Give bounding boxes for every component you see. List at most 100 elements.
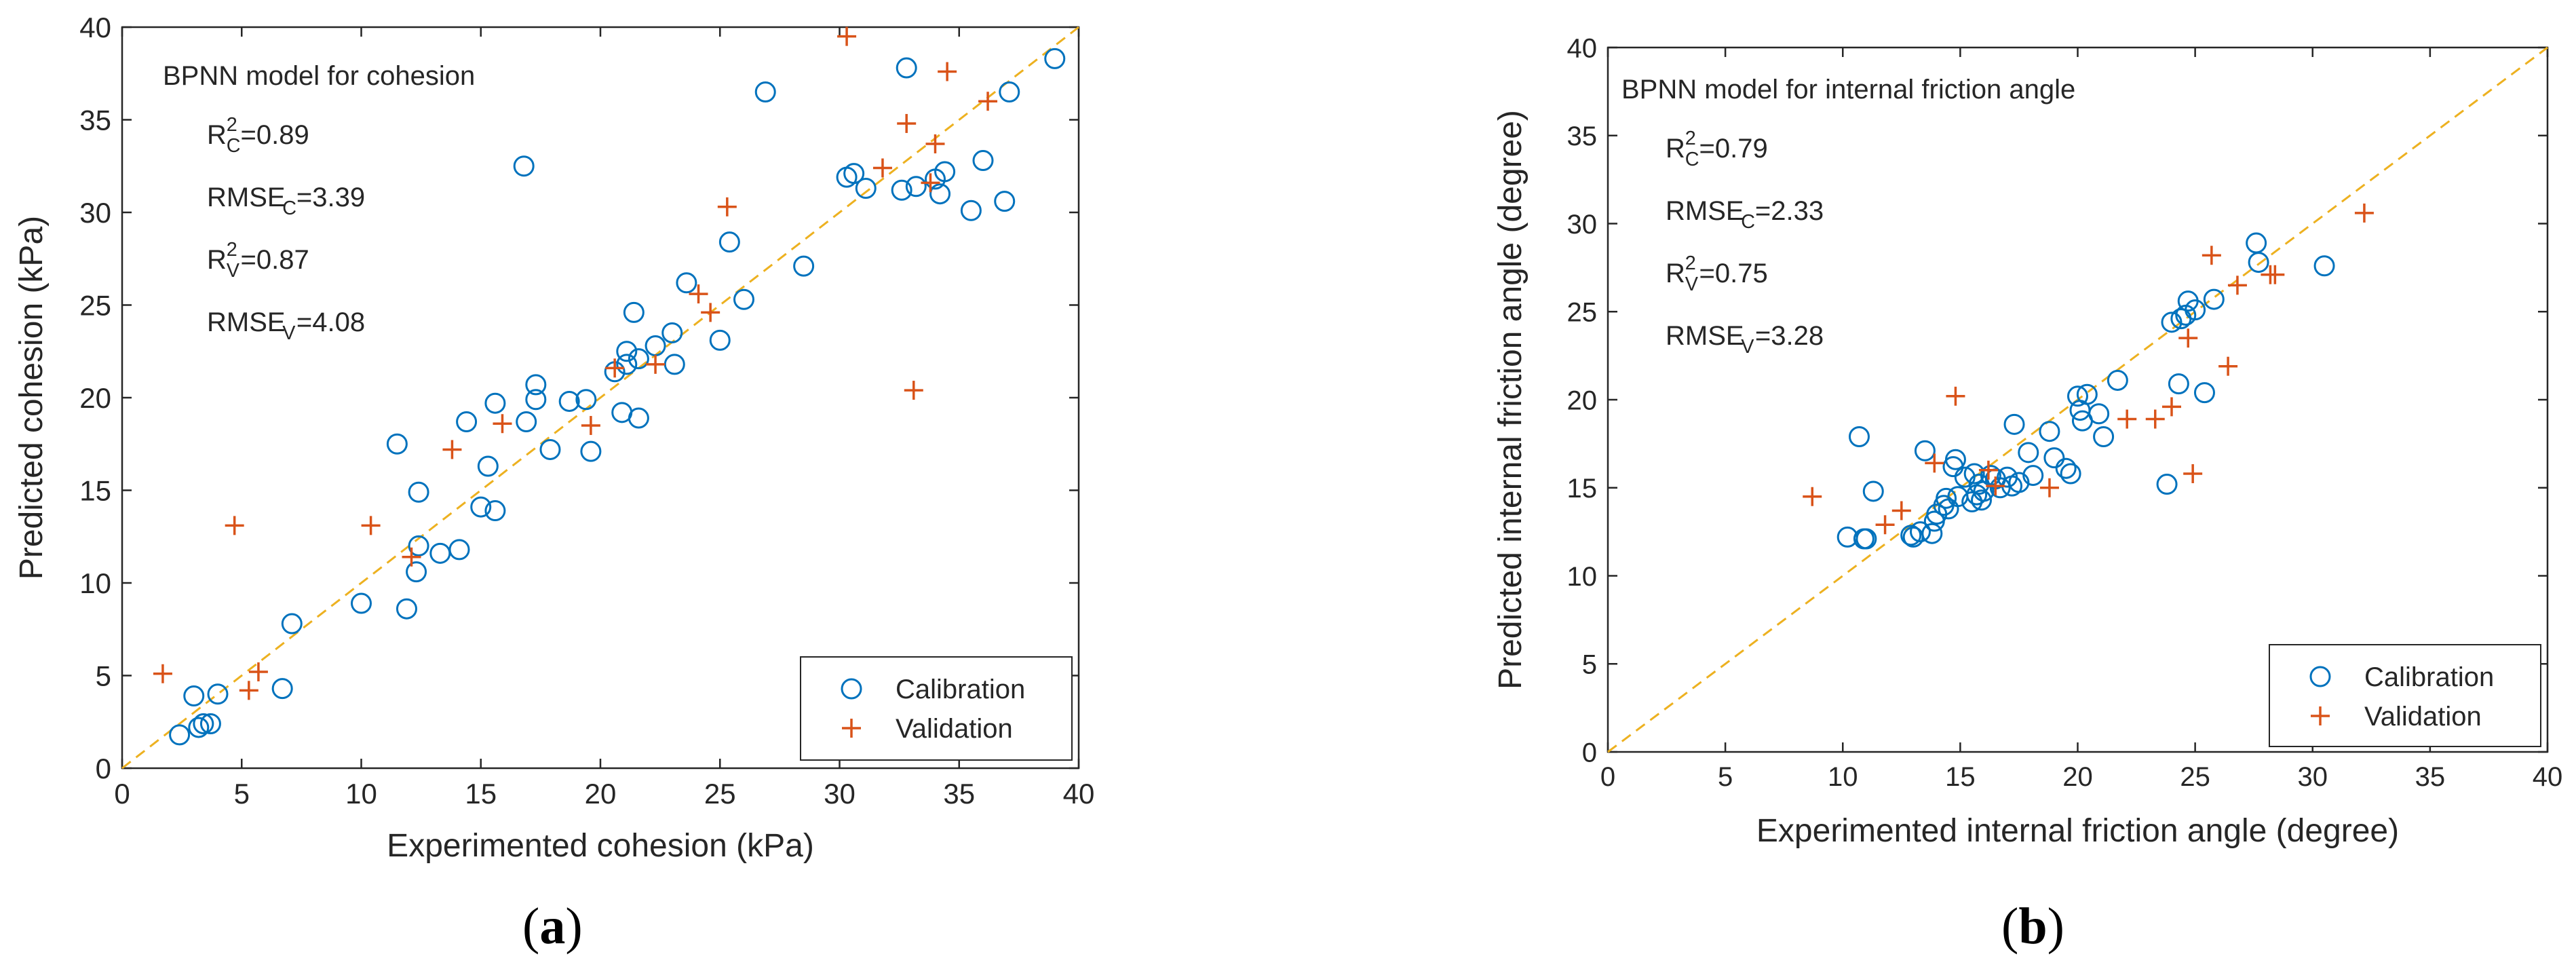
validation-point xyxy=(2354,203,2374,223)
stat-base: R xyxy=(1666,259,1685,288)
validation-point xyxy=(2039,478,2059,497)
calibration-point xyxy=(1848,425,1870,447)
validation-point xyxy=(248,662,268,682)
validation-point xyxy=(442,440,462,459)
calibration-point xyxy=(2248,252,2269,273)
validation-point xyxy=(701,303,720,322)
validation-point xyxy=(717,197,737,216)
calibration-point xyxy=(2067,385,2088,407)
calibration-point xyxy=(516,411,537,432)
x-tick-label: 20 xyxy=(585,778,617,810)
stat-annotation: R 2V =0.75 xyxy=(1666,252,1768,295)
y-tick-label: 25 xyxy=(79,290,111,322)
x-tick-label: 25 xyxy=(704,778,736,810)
stat-value: =3.39 xyxy=(296,183,365,212)
validation-point xyxy=(361,516,381,535)
calibration-point xyxy=(1971,489,1993,511)
calibration-point xyxy=(793,255,815,277)
x-tick-label: 35 xyxy=(943,778,975,810)
stat-sup: 2 xyxy=(227,114,237,136)
stat-sup: 2 xyxy=(1685,252,1696,274)
y-tick-label: 10 xyxy=(79,567,111,599)
calibration-point xyxy=(2093,425,2115,447)
legend-marker-validation xyxy=(842,719,861,738)
stat-base: RMSE xyxy=(207,183,286,212)
calibration-point xyxy=(1856,528,1877,550)
calibration-point xyxy=(661,322,683,343)
calibration-point xyxy=(2161,311,2183,333)
validation-point xyxy=(153,664,172,683)
calibration-point xyxy=(1936,487,1957,509)
x-tick-label: 10 xyxy=(1828,762,1858,792)
calibration-point xyxy=(934,161,956,183)
stat-sub: V xyxy=(1741,336,1754,358)
y-tick-label: 5 xyxy=(1582,650,1597,680)
calibration-point xyxy=(2018,442,2039,463)
calibration-point xyxy=(169,724,191,746)
stat-base: RMSE xyxy=(1666,321,1744,351)
x-tick-label: 5 xyxy=(234,778,250,810)
calibration-point xyxy=(193,713,214,734)
stat-sub: C xyxy=(227,135,241,157)
calibration-point xyxy=(456,411,478,432)
stat-sup: 2 xyxy=(1685,128,1696,149)
calibration-point xyxy=(525,389,547,411)
legend-marker-calibration xyxy=(841,678,862,700)
validation-point xyxy=(689,284,708,304)
series-validation xyxy=(1803,203,2374,535)
stat-value: =0.75 xyxy=(1699,259,1768,288)
calibration-point xyxy=(199,713,221,734)
calibration-point xyxy=(183,685,205,707)
calibration-point xyxy=(207,683,229,705)
validation-point xyxy=(925,134,945,153)
y-tick-label: 40 xyxy=(79,12,111,43)
calibration-point xyxy=(1963,463,1985,485)
validation-point xyxy=(239,681,258,700)
calibration-point xyxy=(1914,440,1936,461)
calibration-point xyxy=(972,150,994,172)
calibration-point xyxy=(960,200,982,221)
calibration-point xyxy=(2088,403,2110,425)
y-tick-label: 20 xyxy=(79,382,111,414)
stat-sup: 2 xyxy=(227,239,237,261)
validation-point xyxy=(2145,409,2165,429)
series-calibration xyxy=(1837,232,2335,550)
x-axis-label: Experimented internal friction angle (de… xyxy=(1756,813,2399,849)
panel-label-a: (a) xyxy=(522,898,583,955)
calibration-point xyxy=(396,598,417,620)
calibration-point xyxy=(575,389,597,411)
calibration-point xyxy=(1989,477,2011,499)
legend-marker-calibration xyxy=(2309,666,2331,687)
calibration-point xyxy=(1862,480,1884,502)
calibration-point xyxy=(905,176,927,197)
y-tick-label: 25 xyxy=(1567,298,1598,328)
y-tick-label: 15 xyxy=(1567,474,1598,504)
validation-point xyxy=(605,358,625,378)
calibration-point xyxy=(1900,525,1922,546)
x-tick-label: 15 xyxy=(1945,762,1976,792)
calibration-point xyxy=(1921,523,1943,544)
validation-point xyxy=(978,92,998,111)
stat-value: =0.87 xyxy=(241,245,309,275)
calibration-point xyxy=(628,348,649,370)
stat-sub: C xyxy=(1685,149,1699,170)
stat-value: =0.79 xyxy=(1699,134,1768,164)
calibration-point xyxy=(733,288,754,310)
calibration-point xyxy=(2076,383,2098,405)
validation-point xyxy=(2218,356,2238,376)
y-tick-label: 20 xyxy=(1567,385,1598,415)
y-tick-label: 30 xyxy=(79,197,111,229)
validation-point xyxy=(938,62,957,81)
calibration-point xyxy=(484,392,506,414)
panel-label-a-letter: a xyxy=(539,898,566,955)
calibration-point xyxy=(623,301,645,323)
legend-label: Validation xyxy=(896,714,1013,744)
calibration-point xyxy=(2107,369,2128,391)
legend-label: Validation xyxy=(2364,702,2482,732)
stat-annotation: R 2C =0.89 xyxy=(207,114,309,157)
validation-point xyxy=(2227,276,2247,295)
x-tick-label: 40 xyxy=(2533,762,2563,792)
x-tick-label: 30 xyxy=(824,778,856,810)
